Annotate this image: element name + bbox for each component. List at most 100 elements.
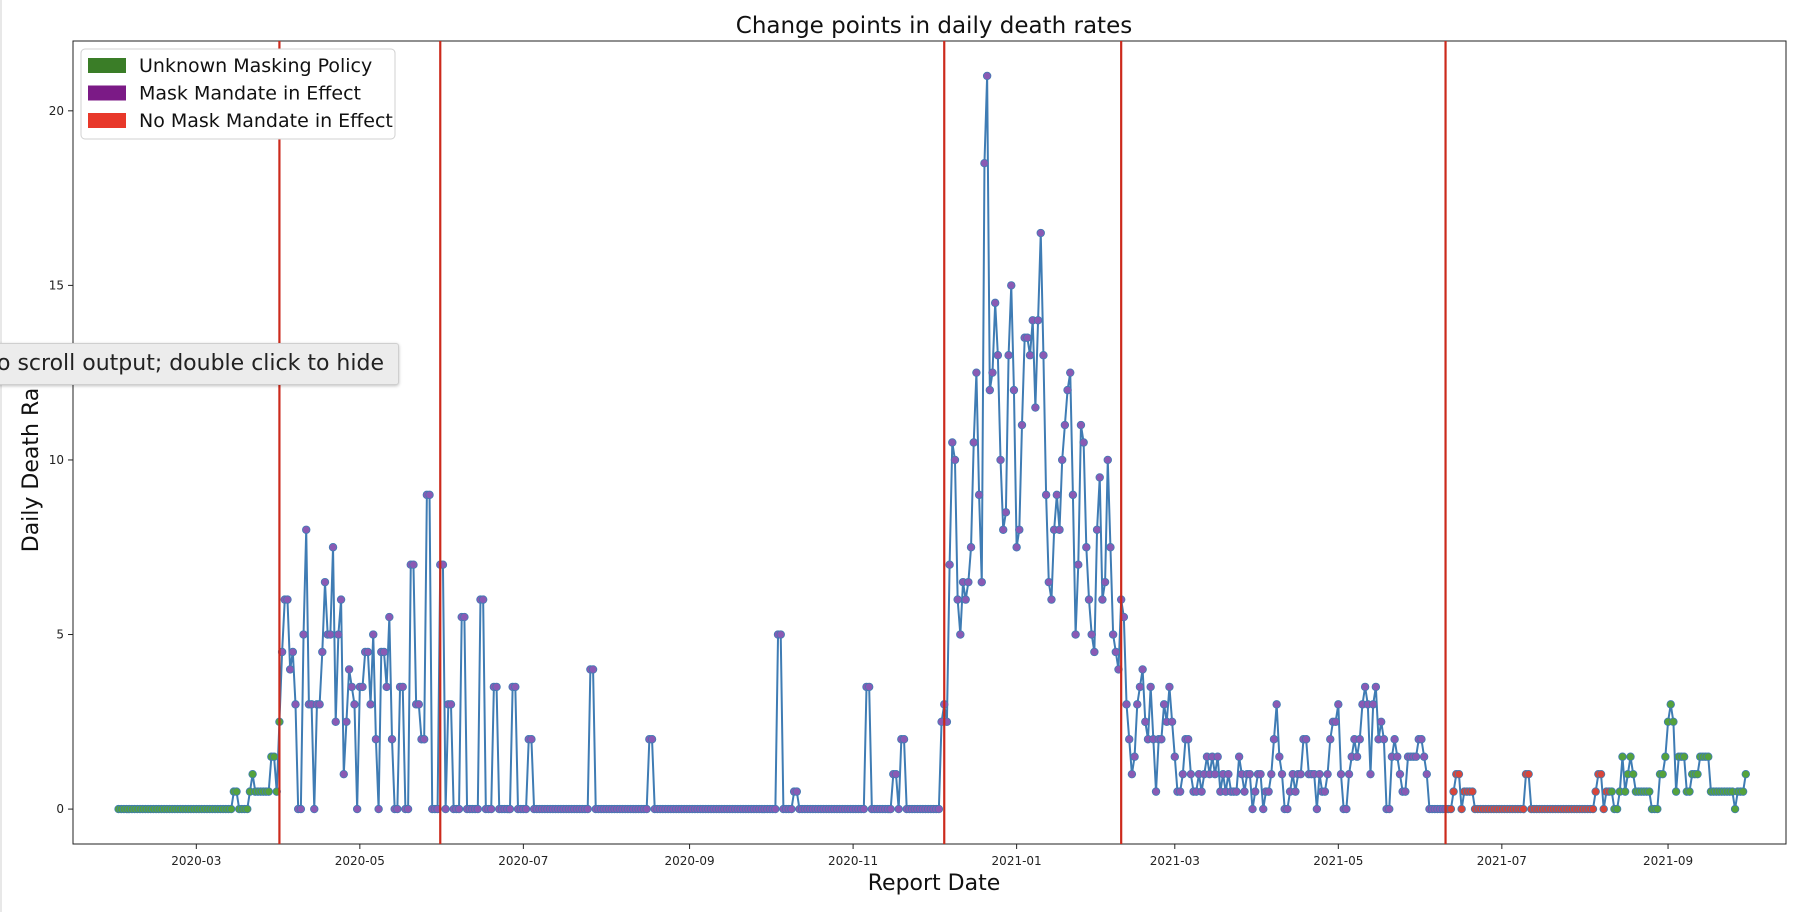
data-point — [1178, 769, 1188, 779]
data-point — [382, 682, 391, 692]
data-point — [285, 665, 295, 674]
data-point — [1087, 630, 1096, 639]
data-point — [310, 804, 319, 814]
data-point — [283, 595, 292, 604]
data-point — [347, 682, 356, 692]
data-point — [1130, 752, 1139, 761]
data-point — [460, 612, 469, 622]
data-point — [647, 735, 657, 744]
data-point — [288, 647, 298, 657]
x-tick-label: 2021-09 — [1643, 854, 1693, 868]
data-point — [964, 577, 973, 587]
data-point — [1671, 787, 1681, 796]
data-point — [1041, 490, 1051, 500]
data-point — [1133, 700, 1142, 709]
legend-label: Mask Mandate in Effect — [139, 83, 361, 105]
data-point — [1012, 543, 1021, 552]
data-point — [891, 769, 901, 779]
data-point — [1197, 787, 1206, 796]
data-point — [1591, 787, 1600, 796]
data-point — [1122, 700, 1131, 709]
data-point — [1084, 595, 1094, 604]
x-tick-label: 2021-03 — [1150, 854, 1200, 868]
data-point — [1454, 769, 1464, 779]
data-point — [1277, 769, 1287, 779]
scroll-output-tooltip[interactable]: o scroll output; double click to hide — [0, 343, 399, 385]
data-point — [1596, 769, 1606, 779]
data-point — [454, 804, 464, 814]
data-point — [886, 804, 895, 814]
data-point — [993, 351, 1003, 360]
data-point — [1417, 735, 1426, 744]
data-point — [1095, 473, 1104, 482]
legend-label: No Mask Mandate in Effect — [139, 110, 393, 132]
data-point — [1108, 630, 1118, 639]
data-point — [336, 595, 346, 604]
data-point — [505, 804, 515, 814]
data-point — [1248, 804, 1257, 814]
data-point — [398, 682, 407, 692]
data-point — [1612, 804, 1622, 814]
data-point — [1685, 787, 1694, 796]
data-point — [972, 368, 981, 377]
data-point — [1256, 769, 1265, 779]
data-point — [1607, 787, 1616, 796]
data-point — [1240, 787, 1249, 796]
data-point — [948, 438, 957, 447]
data-point — [1170, 752, 1179, 761]
data-point — [1679, 752, 1689, 761]
data-point — [1468, 787, 1477, 796]
data-point — [1738, 787, 1748, 796]
data-point — [1004, 351, 1013, 360]
data-point — [387, 735, 397, 744]
data-point — [792, 787, 801, 796]
data-point — [1344, 769, 1354, 779]
data-point — [302, 525, 311, 534]
data-point — [1052, 490, 1062, 500]
data-point — [1151, 787, 1161, 796]
data-point — [1001, 508, 1011, 517]
data-point — [642, 804, 651, 814]
data-point — [1047, 595, 1056, 604]
data-point — [1009, 385, 1019, 395]
data-point — [771, 804, 780, 814]
data-point — [1066, 368, 1075, 377]
data-point — [974, 490, 984, 500]
data-point — [521, 804, 531, 814]
data-point — [1267, 769, 1276, 779]
data-point — [1599, 804, 1608, 814]
x-tick-label: 2020-05 — [335, 854, 385, 868]
data-point — [1074, 560, 1083, 569]
tooltip-text: o scroll output; double click to hide — [0, 351, 384, 376]
data-point — [1007, 281, 1016, 290]
data-point — [776, 630, 785, 639]
data-point — [1079, 438, 1088, 447]
y-tick-label: 10 — [49, 453, 64, 467]
data-point — [299, 630, 308, 639]
data-point — [1626, 752, 1635, 761]
data-point — [980, 158, 989, 168]
x-tick-label: 2020-09 — [665, 854, 715, 868]
data-point — [1213, 752, 1222, 761]
data-point — [1653, 804, 1662, 814]
legend-box — [80, 48, 396, 140]
data-point — [1146, 682, 1155, 692]
data-point — [1419, 752, 1429, 761]
data-point — [478, 595, 488, 604]
data-point — [1645, 787, 1654, 796]
data-point — [1360, 682, 1370, 692]
data-point — [1057, 455, 1067, 465]
data-point — [982, 71, 992, 81]
data-point — [950, 455, 960, 465]
data-point — [419, 735, 429, 744]
data-point — [1175, 787, 1185, 796]
data-point — [1111, 647, 1121, 657]
data-point — [1519, 804, 1528, 814]
data-point — [1210, 769, 1220, 779]
data-point — [342, 717, 351, 726]
data-point — [1368, 700, 1378, 709]
data-point — [441, 804, 450, 814]
plot-area: 0 5 10 15 20 2020-03 2020-05 2020-07 2020-09 2020… — [49, 40, 1787, 868]
data-point — [1157, 735, 1166, 744]
